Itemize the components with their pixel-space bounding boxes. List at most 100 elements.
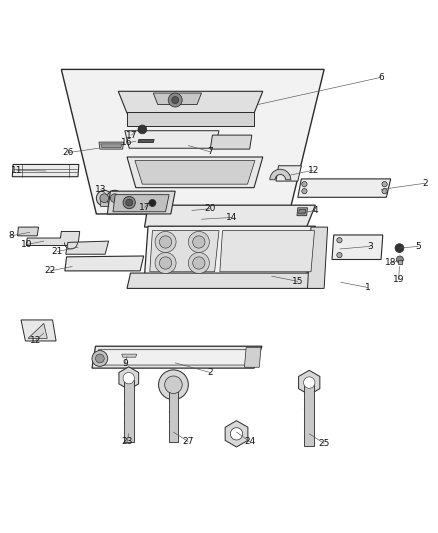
Circle shape [155, 231, 176, 253]
Wedge shape [270, 169, 291, 180]
Circle shape [193, 257, 205, 269]
Polygon shape [150, 231, 219, 272]
Text: 1: 1 [365, 283, 371, 292]
Circle shape [126, 199, 133, 206]
Circle shape [138, 125, 147, 134]
Text: 13: 13 [95, 185, 106, 194]
Circle shape [396, 256, 403, 263]
Polygon shape [107, 191, 175, 214]
Text: 25: 25 [318, 439, 330, 448]
Text: 14: 14 [226, 213, 238, 222]
Circle shape [92, 351, 108, 366]
Polygon shape [118, 352, 138, 359]
Polygon shape [118, 91, 263, 113]
Circle shape [337, 238, 342, 243]
Polygon shape [124, 381, 134, 442]
Circle shape [159, 370, 188, 400]
Polygon shape [26, 231, 80, 246]
Text: 12: 12 [30, 336, 42, 344]
Polygon shape [12, 165, 79, 177]
Text: 19: 19 [393, 275, 404, 284]
Circle shape [302, 189, 307, 194]
Text: 15: 15 [292, 277, 304, 286]
Polygon shape [66, 241, 109, 254]
Polygon shape [398, 260, 402, 264]
Circle shape [123, 197, 135, 209]
Polygon shape [220, 231, 314, 272]
Polygon shape [61, 69, 324, 214]
Circle shape [168, 93, 182, 107]
Text: 4: 4 [313, 206, 318, 215]
Circle shape [337, 253, 342, 258]
Circle shape [395, 244, 404, 253]
Polygon shape [65, 256, 144, 271]
Text: 10: 10 [21, 240, 32, 249]
Circle shape [155, 253, 176, 273]
Text: 5: 5 [415, 242, 421, 251]
Polygon shape [135, 160, 255, 184]
Text: 7: 7 [207, 147, 213, 156]
Text: 17: 17 [139, 203, 150, 212]
Circle shape [188, 231, 209, 253]
Polygon shape [110, 198, 119, 206]
Circle shape [188, 253, 209, 273]
Polygon shape [276, 166, 301, 181]
Polygon shape [122, 354, 137, 357]
Circle shape [96, 190, 112, 206]
Polygon shape [21, 320, 56, 341]
Circle shape [193, 236, 205, 248]
Polygon shape [244, 348, 261, 367]
Polygon shape [96, 350, 256, 365]
Polygon shape [127, 273, 324, 288]
Polygon shape [125, 131, 219, 148]
Polygon shape [297, 208, 307, 216]
Text: 21: 21 [51, 247, 63, 256]
Polygon shape [28, 324, 47, 338]
Text: 6: 6 [378, 73, 384, 82]
Circle shape [159, 257, 172, 269]
Text: 24: 24 [244, 437, 255, 446]
Circle shape [123, 373, 134, 384]
Circle shape [149, 199, 156, 206]
Text: 11: 11 [11, 166, 22, 175]
Polygon shape [169, 387, 178, 442]
Circle shape [382, 182, 387, 187]
Text: 27: 27 [183, 437, 194, 446]
Polygon shape [145, 205, 315, 227]
Circle shape [165, 376, 182, 393]
Circle shape [304, 377, 315, 388]
Polygon shape [332, 235, 383, 260]
Circle shape [110, 194, 119, 203]
Polygon shape [145, 226, 315, 275]
Polygon shape [127, 157, 263, 188]
Polygon shape [113, 195, 169, 212]
Text: 22: 22 [45, 266, 56, 276]
Polygon shape [304, 385, 314, 446]
Polygon shape [174, 206, 238, 216]
Text: 9: 9 [122, 359, 128, 368]
Text: 16: 16 [121, 139, 133, 148]
Circle shape [159, 236, 172, 248]
Polygon shape [153, 93, 201, 104]
Polygon shape [138, 140, 154, 142]
Polygon shape [210, 135, 252, 149]
Text: 17: 17 [126, 131, 137, 140]
Text: 23: 23 [121, 437, 133, 446]
Text: 18: 18 [385, 259, 397, 268]
Polygon shape [100, 198, 109, 206]
Polygon shape [225, 421, 248, 447]
Text: 20: 20 [205, 204, 216, 213]
Circle shape [107, 190, 123, 206]
Text: 12: 12 [307, 166, 319, 175]
Circle shape [100, 194, 109, 203]
Text: 26: 26 [62, 148, 74, 157]
Text: 2: 2 [208, 368, 213, 377]
Polygon shape [298, 179, 391, 197]
Polygon shape [18, 227, 39, 236]
Text: 2: 2 [422, 179, 427, 188]
Polygon shape [299, 370, 320, 395]
Text: 8: 8 [8, 231, 14, 240]
Polygon shape [99, 142, 124, 149]
Polygon shape [127, 112, 254, 126]
Polygon shape [299, 209, 306, 214]
